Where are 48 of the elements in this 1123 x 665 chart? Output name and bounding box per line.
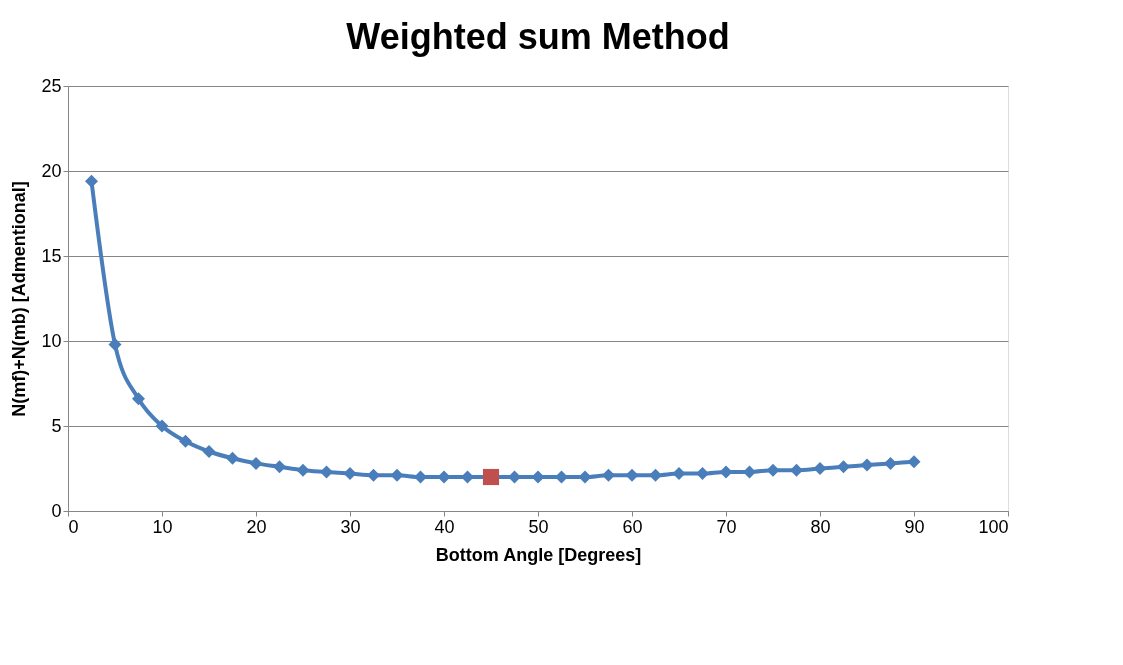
y-tick-label: 20 [41,160,62,181]
point [155,419,169,433]
point [437,470,451,484]
point [272,460,287,474]
point [249,456,263,470]
y-tick-label: 0 [51,500,62,521]
y-tick-label: 25 [41,75,62,96]
point [672,467,686,481]
y-axis-title: N(mf)+N(mb) [Admentional] [9,181,30,417]
point [601,468,616,482]
x-tick-label: 0 [68,516,79,537]
point [719,465,733,479]
point [766,463,780,477]
x-tick-label: 20 [246,516,267,537]
point [296,463,310,477]
point [578,470,592,484]
x-tick-label: 10 [152,516,173,537]
point [178,434,193,448]
x-tick-label: 70 [716,516,737,537]
point [343,467,357,481]
x-tick-label: 90 [904,516,925,537]
point [225,451,240,465]
point [883,456,898,470]
point [695,467,710,481]
x-tick-label: 80 [810,516,831,537]
point [531,470,545,484]
point [84,174,99,188]
point [648,468,663,482]
point [390,468,404,482]
y-tick-label: 10 [41,330,62,351]
chart-title: Weighted sum Method [346,16,730,57]
x-axis-title: Bottom Angle [Degrees] [435,544,642,565]
x-tick-label: 100 [978,516,1009,537]
y-tick-label: 5 [51,415,62,436]
point [813,461,827,476]
point [131,392,146,406]
point [108,337,122,351]
y-tick-label: 15 [41,245,62,266]
x-tick-label: 50 [528,516,549,537]
point [907,455,921,469]
x-tick-label: 30 [340,516,361,537]
point [202,444,216,459]
point [836,460,851,474]
point [625,468,639,482]
point [319,465,334,479]
point [860,458,874,472]
x-tick-label: 60 [622,516,643,537]
x-tick-label: 40 [434,516,455,537]
